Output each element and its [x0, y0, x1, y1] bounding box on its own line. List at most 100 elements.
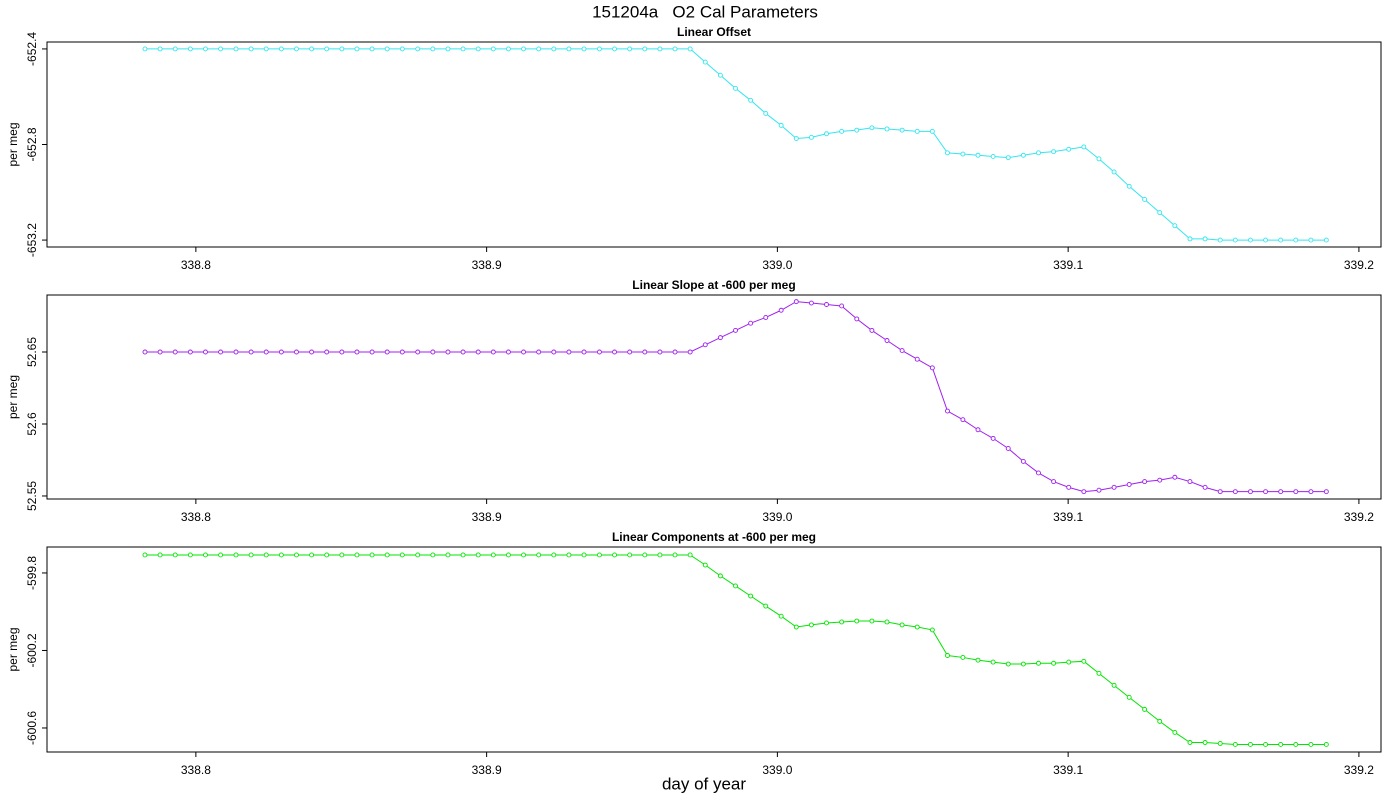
- data-point: [975, 152, 981, 158]
- data-point: [1308, 489, 1314, 495]
- data-point: [914, 356, 920, 362]
- data-point: [1187, 236, 1193, 242]
- data-point: [142, 349, 148, 355]
- data-point: [384, 349, 390, 355]
- data-point: [1111, 682, 1117, 688]
- data-point: [566, 46, 572, 52]
- data-point: [1232, 741, 1238, 747]
- data-point: [672, 46, 678, 52]
- data-point: [430, 349, 436, 355]
- data-point: [975, 657, 981, 663]
- data-point: [1111, 169, 1117, 175]
- data-point: [1005, 446, 1011, 451]
- data-point: [839, 303, 845, 309]
- x-tick-label: 339.1: [1053, 763, 1083, 777]
- panel-title: Linear Components at -600 per meg: [612, 530, 816, 544]
- data-point: [824, 302, 829, 307]
- data-point: [505, 552, 511, 558]
- y-axis-label: per meg: [6, 122, 20, 166]
- data-point: [627, 46, 633, 52]
- data-point: [1005, 155, 1011, 161]
- data-point: [1293, 237, 1299, 243]
- data-point: [294, 349, 299, 355]
- data-point: [990, 659, 996, 665]
- data-point: [1066, 484, 1072, 490]
- data-point: [294, 552, 299, 558]
- data-point: [1187, 479, 1193, 485]
- data-point: [384, 46, 390, 52]
- data-point: [157, 46, 163, 52]
- data-point: [702, 562, 708, 568]
- data-point: [1263, 741, 1269, 747]
- plot-frame: [46, 41, 1382, 248]
- data-point: [763, 110, 769, 116]
- data-point: [430, 46, 436, 52]
- data-point: [581, 552, 587, 558]
- data-point: [1126, 482, 1132, 487]
- data-point: [733, 327, 738, 333]
- y-axis-label: per meg: [6, 627, 20, 671]
- data-point: [354, 46, 360, 52]
- data-point: [248, 349, 254, 355]
- data-point: [324, 552, 330, 558]
- x-tick-label: 338.8: [181, 258, 211, 272]
- data-point: [339, 349, 345, 355]
- data-point: [687, 349, 693, 355]
- data-point: [278, 552, 284, 558]
- data-point: [778, 613, 784, 619]
- data-point: [309, 349, 315, 355]
- data-point: [1308, 741, 1314, 747]
- data-point: [778, 122, 784, 128]
- data-point: [990, 435, 996, 441]
- data-point: [824, 620, 829, 626]
- data-point: [717, 72, 723, 78]
- data-point: [187, 46, 193, 52]
- data-point: [1323, 741, 1329, 747]
- data-point: [1157, 210, 1163, 216]
- data-point: [808, 622, 814, 628]
- data-point: [960, 151, 966, 157]
- data-point: [642, 552, 648, 558]
- data-point: [415, 552, 421, 558]
- data-point: [430, 552, 436, 558]
- data-point: [1051, 660, 1057, 666]
- data-point: [763, 315, 769, 320]
- data-point: [1020, 661, 1026, 667]
- data-point: [581, 349, 587, 355]
- data-point: [415, 46, 421, 52]
- x-tick-label: 339.2: [1344, 258, 1374, 272]
- data-point: [172, 46, 178, 52]
- data-point: [1126, 694, 1132, 700]
- panel-title: Linear Offset: [677, 25, 751, 39]
- data-point: [1202, 740, 1208, 745]
- data-point: [1096, 156, 1102, 162]
- data-point: [309, 552, 315, 558]
- data-point: [324, 349, 330, 355]
- data-point: [1278, 489, 1284, 495]
- data-point: [1036, 470, 1041, 476]
- data-point: [505, 46, 511, 52]
- data-point: [1202, 484, 1208, 490]
- data-point: [596, 552, 602, 558]
- data-point: [748, 593, 754, 599]
- data-point: [324, 46, 330, 52]
- data-point: [1202, 236, 1208, 242]
- data-point: [1126, 183, 1132, 189]
- data-point: [899, 348, 905, 354]
- data-point: [929, 627, 935, 633]
- data-point: [536, 46, 542, 52]
- panel-title: Linear Slope at -600 per meg: [632, 278, 795, 292]
- data-point: [1263, 489, 1269, 495]
- data-point: [642, 46, 648, 52]
- data-point: [460, 552, 466, 558]
- data-point: [142, 552, 148, 558]
- x-tick-label: 339.0: [762, 763, 792, 777]
- data-point: [975, 427, 981, 433]
- data-point: [642, 349, 648, 355]
- data-point: [672, 552, 678, 558]
- data-point: [490, 349, 496, 355]
- data-point: [1096, 487, 1102, 493]
- data-point: [672, 349, 678, 355]
- data-point: [263, 552, 269, 558]
